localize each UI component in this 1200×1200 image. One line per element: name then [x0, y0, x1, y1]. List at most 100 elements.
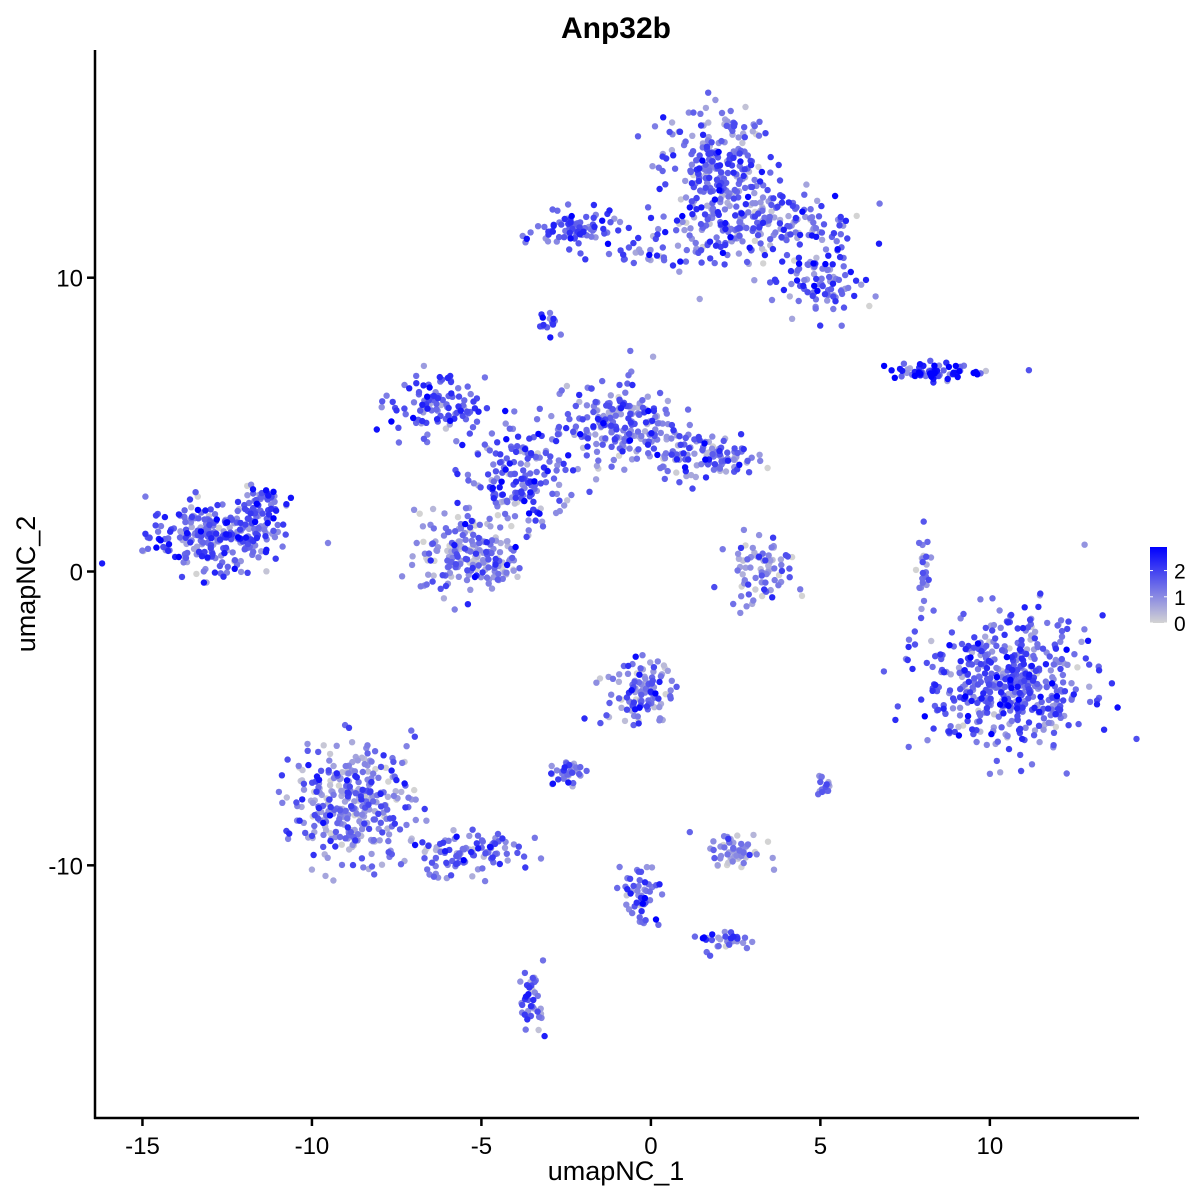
- cell-point: [308, 866, 316, 873]
- cell-point: [320, 831, 327, 839]
- cell-point: [814, 287, 821, 294]
- cell-point: [730, 154, 737, 161]
- cell-point: [599, 217, 606, 224]
- cell-point: [703, 143, 711, 150]
- cell-point: [263, 546, 270, 553]
- cell-point: [840, 304, 848, 311]
- cell-point: [794, 267, 801, 274]
- cell-point: [631, 678, 638, 686]
- cell-point: [741, 577, 748, 584]
- cell-point: [734, 567, 741, 574]
- cell-point: [555, 457, 562, 464]
- cell-point: [175, 511, 183, 518]
- cell-point: [355, 778, 362, 786]
- cell-point: [738, 593, 745, 600]
- cell-point: [957, 658, 964, 665]
- cell-point: [983, 642, 990, 649]
- cell-point: [398, 573, 406, 580]
- cell-point: [499, 835, 506, 842]
- cell-point: [224, 563, 231, 570]
- cell-point: [161, 513, 169, 521]
- cell-point: [739, 939, 747, 946]
- cell-point: [736, 177, 744, 184]
- cell-point: [342, 807, 349, 814]
- cell-point: [791, 257, 798, 264]
- cell-point: [488, 537, 496, 544]
- cell-point: [326, 796, 333, 803]
- cell-point: [703, 179, 711, 187]
- cell-point: [818, 275, 825, 282]
- cell-point: [432, 854, 440, 862]
- cell-point: [348, 803, 355, 810]
- cell-point: [464, 383, 471, 390]
- cell-point: [767, 169, 774, 176]
- cell-point: [575, 240, 582, 247]
- cell-point: [925, 576, 932, 583]
- cell-point: [974, 666, 982, 673]
- cell-point: [844, 235, 851, 242]
- cell-point: [744, 841, 752, 848]
- cell-point: [698, 259, 705, 266]
- cell-point: [725, 193, 732, 200]
- cell-point: [552, 437, 560, 445]
- cell-point: [780, 286, 788, 294]
- cell-point: [731, 120, 738, 128]
- cell-point: [917, 614, 925, 622]
- cell-point: [754, 232, 762, 239]
- cell-point: [206, 521, 213, 529]
- cell-point: [402, 411, 409, 418]
- cell-point: [740, 172, 747, 180]
- cell-point: [577, 431, 584, 438]
- cell-point: [717, 195, 724, 203]
- cell-point: [499, 491, 506, 498]
- cell-point: [686, 421, 693, 429]
- cell-point: [738, 210, 745, 217]
- cell-point: [176, 534, 184, 541]
- cell-point: [722, 241, 729, 249]
- cell-point: [1039, 645, 1047, 652]
- cell-point: [471, 573, 479, 581]
- cell-point: [1044, 619, 1051, 627]
- cell-point: [167, 528, 174, 535]
- cell-point: [339, 769, 346, 776]
- cell-point: [1008, 611, 1015, 619]
- cell-point: [730, 933, 737, 940]
- cell-point: [928, 637, 935, 645]
- cell-point: [590, 408, 597, 416]
- cell-point: [152, 522, 159, 529]
- cell-point: [1057, 665, 1064, 673]
- cell-point: [752, 574, 759, 582]
- cell-point: [510, 567, 517, 574]
- cell-point: [967, 654, 974, 661]
- cell-point: [696, 295, 703, 303]
- cell-point: [626, 875, 634, 882]
- cell-point: [919, 569, 927, 577]
- cell-point: [391, 820, 398, 827]
- cell-point: [237, 519, 244, 527]
- cell-point: [549, 490, 556, 497]
- cell-point: [747, 161, 755, 169]
- color-legend: 0 1 2: [1150, 561, 1186, 636]
- cell-point: [1028, 662, 1036, 670]
- cell-point: [1086, 698, 1094, 706]
- cell-point: [412, 816, 419, 824]
- cell-point: [741, 134, 748, 141]
- cell-point: [1064, 625, 1071, 633]
- cell-point: [709, 205, 717, 212]
- cell-point: [443, 859, 450, 866]
- cell-point: [702, 104, 710, 112]
- cell-point: [464, 471, 472, 478]
- cell-point: [686, 828, 693, 836]
- cell-point: [818, 773, 825, 780]
- cell-point: [483, 548, 490, 556]
- cell-point: [676, 268, 683, 275]
- cell-point: [403, 821, 410, 829]
- cell-point: [249, 504, 257, 512]
- cell-point: [310, 851, 317, 859]
- cell-point: [345, 724, 353, 731]
- cell-point: [795, 297, 802, 305]
- cell-point: [146, 534, 153, 541]
- cell-point: [531, 834, 538, 841]
- cell-point: [659, 420, 666, 427]
- cell-point: [666, 128, 673, 136]
